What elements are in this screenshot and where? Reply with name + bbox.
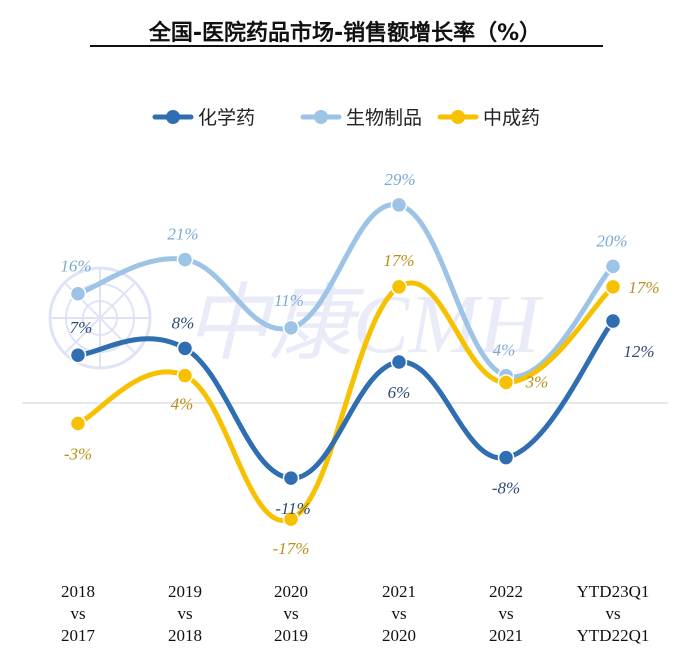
x-tick-label-3-0: 2021 <box>382 582 416 601</box>
x-axis-ticks: 2018vs20172019vs20182020vs20192021vs2020… <box>61 582 649 645</box>
data-point-2-0 <box>69 415 87 432</box>
data-label-2-0: -3% <box>64 444 92 463</box>
data-label-0-0: 7% <box>70 318 93 337</box>
data-label-1-0: 16% <box>60 257 91 276</box>
legend-label-2: 中成药 <box>483 107 540 129</box>
x-tick-5: YTD23Q1 vs YTD22Q1 <box>577 582 650 645</box>
data-label-1-5: 20% <box>596 231 627 250</box>
x-tick-label-4-0: 2022 <box>489 582 523 601</box>
data-label-1-4: 4% <box>493 341 516 360</box>
x-tick-label-0-2: 2017 <box>61 626 96 645</box>
data-label-1-2: 11% <box>274 291 304 310</box>
data-point-2-1 <box>176 367 194 384</box>
data-label-1-1: 21% <box>167 225 198 244</box>
data-point-1-0 <box>69 285 87 302</box>
x-tick-label-1-1: vs <box>177 604 192 623</box>
data-point-1-3 <box>390 196 408 214</box>
data-point-0-0 <box>69 346 87 364</box>
x-tick-label-2-2: 2019 <box>274 626 308 645</box>
watermark-text: 中康CMH <box>185 278 544 371</box>
x-tick-2: 2020 vs 2019 <box>274 582 308 645</box>
data-point-0-3 <box>390 353 408 371</box>
x-tick-3: 2021 vs 2020 <box>382 582 416 645</box>
x-tick-1: 2019 vs 2018 <box>168 582 202 645</box>
x-tick-label-5-2: YTD22Q1 <box>577 626 650 645</box>
legend-item-0: 化学药 <box>152 107 255 129</box>
data-label-0-4: -8% <box>492 479 520 498</box>
legend-label-0: 化学药 <box>198 107 255 129</box>
x-tick-label-0-1: vs <box>70 604 85 623</box>
series-1 <box>69 196 622 384</box>
data-point-0-4 <box>497 449 515 466</box>
chart-title: 全国-医院药品市场-销售额增长率（%） <box>148 20 541 46</box>
x-tick-label-0-0: 2018 <box>61 582 95 601</box>
legend-label-1: 生物制品 <box>346 107 422 129</box>
data-point-0-5 <box>604 312 622 330</box>
data-point-2-2 <box>282 510 300 528</box>
data-point-2-5 <box>604 278 622 296</box>
legend-item-1: 生物制品 <box>300 107 422 129</box>
data-point-2-3 <box>390 278 408 296</box>
x-tick-4: 2022 vs 2021 <box>489 582 523 645</box>
legend-swatch-marker-0 <box>166 110 180 124</box>
data-point-1-2 <box>282 319 300 337</box>
x-tick-label-1-0: 2019 <box>168 582 202 601</box>
data-point-0-2 <box>282 469 300 487</box>
data-label-2-1: 4% <box>171 395 194 414</box>
data-labels: 7% 8% -11% 6% -8% 12% 16% 21% 11% 29% 4% 20% -3% 4% -1… <box>60 170 659 558</box>
data-label-2-3: 17% <box>383 251 414 270</box>
legend-item-2: 中成药 <box>437 107 540 129</box>
data-label-1-3: 29% <box>384 170 415 189</box>
x-tick-label-4-2: 2021 <box>489 626 523 645</box>
x-tick-label-1-2: 2018 <box>168 626 202 645</box>
data-point-1-1 <box>176 251 194 268</box>
data-point-0-1 <box>176 340 194 357</box>
x-tick-0: 2018 vs 2017 <box>61 582 96 645</box>
data-label-0-1: 8% <box>172 313 195 332</box>
data-point-1-5 <box>604 258 622 275</box>
x-tick-label-3-2: 2020 <box>382 626 416 645</box>
x-tick-label-2-1: vs <box>283 604 298 623</box>
x-tick-label-2-0: 2020 <box>274 582 308 601</box>
data-label-2-4: 3% <box>525 373 549 392</box>
data-label-2-2: -17% <box>273 539 310 558</box>
data-label-0-5: 12% <box>623 342 654 361</box>
series-2 <box>69 278 622 528</box>
series-layer <box>69 196 622 528</box>
data-label-0-2: -11% <box>275 499 311 518</box>
data-label-0-3: 6% <box>388 383 411 402</box>
legend-swatch-marker-1 <box>314 110 328 124</box>
series-0 <box>69 312 622 487</box>
data-label-2-5: 17% <box>628 278 659 297</box>
x-tick-label-3-1: vs <box>391 604 406 623</box>
legend: 化学药 生物制品 中成药 <box>152 107 540 129</box>
x-tick-label-5-1: vs <box>605 604 620 623</box>
legend-swatch-marker-2 <box>451 110 465 124</box>
x-tick-label-5-0: YTD23Q1 <box>577 582 650 601</box>
x-tick-label-4-1: vs <box>498 604 513 623</box>
data-point-2-4 <box>497 374 515 391</box>
